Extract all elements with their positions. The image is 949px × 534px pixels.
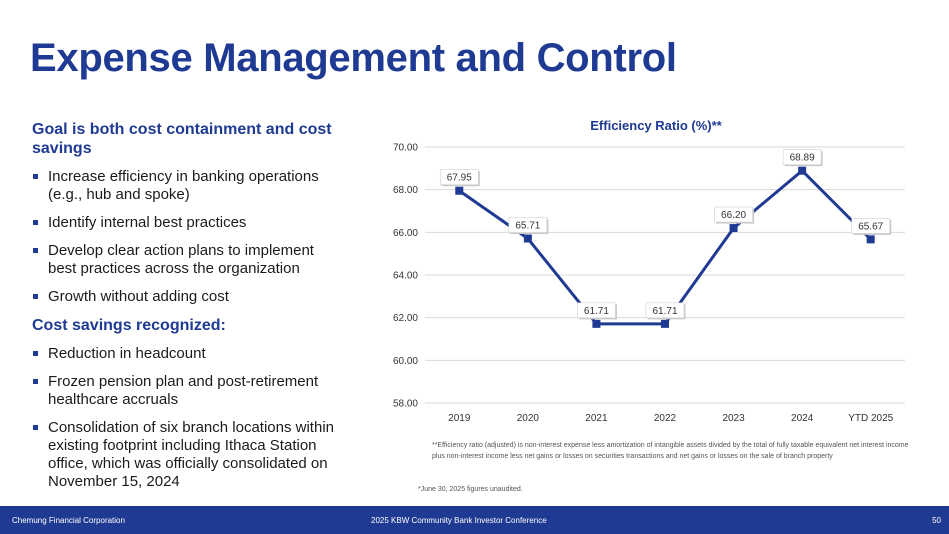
chart-title: Efficiency Ratio (%)** [590, 118, 722, 133]
data-label-box [645, 302, 685, 319]
data-label: 65.67 [858, 221, 883, 232]
savings-bullet-text: Consolidation of six branch locations wi… [48, 419, 334, 490]
bullet-square-icon [33, 174, 38, 179]
page-number: 50 [932, 516, 941, 525]
efficiency-ratio-chart: 58.00 60.00 62.00 64.00 66.00 68.00 70.00 2019 2… [393, 143, 905, 424]
data-point [592, 319, 601, 328]
x-tick-label: 2023 [722, 413, 745, 424]
savings-bullet: Consolidation of six branch locations wi… [32, 419, 342, 491]
data-label: 66.20 [721, 210, 746, 221]
series-line [458, 169, 872, 326]
bullet-square-icon [33, 220, 38, 225]
footer-bar: Chemung Financial Corporation 2025 KBW C… [0, 506, 949, 534]
efficiency-footnote: **Efficiency ratio (adjusted) is non-int… [432, 442, 909, 460]
savings-bullet-text: Frozen pension plan and post-retirement … [48, 373, 319, 408]
y-tick-label: 68.00 [393, 185, 418, 196]
x-tick-label: 2019 [448, 413, 471, 424]
footer-event: 2025 KBW Community Bank Investor Confere… [371, 516, 547, 525]
x-tick-label: YTD 2025 [848, 413, 893, 424]
data-label-box [782, 149, 822, 165]
bullet-square-icon [33, 294, 38, 299]
y-tick-label: 62.00 [393, 313, 418, 324]
savings-bullet-text: Reduction in headcount [48, 345, 206, 362]
data-point [523, 234, 532, 243]
data-label-box [577, 302, 616, 319]
data-point [455, 186, 464, 195]
savings-bullet: Frozen pension plan and post-retirement … [32, 373, 342, 409]
data-label-box [439, 169, 479, 186]
goal-bullet: Increase efficiency in banking operation… [32, 168, 342, 204]
goal-bullet: Identify internal best practices [32, 214, 342, 232]
bullet-square-icon [33, 351, 38, 356]
unaudited-footnote: *June 30, 2025 figures unaudited. [418, 486, 523, 493]
data-label: 65.71 [515, 221, 540, 232]
goal-bullet: Develop clear action plans to implement … [32, 242, 342, 278]
goal-bullet-text: Increase efficiency in banking operation… [48, 168, 319, 203]
data-label-box [508, 217, 548, 233]
y-tick-label: 70.00 [393, 143, 418, 154]
data-label: 67.95 [447, 173, 472, 184]
y-tick-label: 60.00 [393, 356, 418, 367]
goal-bullet-text: Develop clear action plans to implement … [48, 242, 314, 277]
bullet-square-icon [33, 425, 38, 430]
goal-bullet-list: Increase efficiency in banking operation… [32, 168, 342, 306]
goal-bullet-text: Growth without adding cost [48, 288, 229, 305]
x-tick-label: 2021 [585, 413, 608, 424]
goal-bullet: Growth without adding cost [32, 288, 342, 306]
y-tick-label: 58.00 [393, 399, 418, 410]
data-label-box [714, 206, 753, 223]
savings-heading: Cost savings recognized: [32, 317, 226, 334]
bullet-square-icon [33, 248, 38, 253]
data-label: 61.71 [584, 306, 609, 317]
goal-bullet-text: Identify internal best practices [48, 214, 247, 231]
x-tick-label: 2022 [654, 413, 677, 424]
data-label-box [851, 218, 891, 234]
slide-title: Expense Management and Control [30, 36, 677, 80]
data-point [798, 166, 807, 175]
y-tick-label: 66.00 [393, 228, 418, 239]
data-label: 61.71 [652, 306, 677, 317]
data-point [661, 319, 669, 328]
x-tick-label: 2020 [517, 413, 540, 424]
savings-bullet: Reduction in headcount [32, 345, 342, 363]
data-label: 68.89 [790, 153, 815, 164]
data-point [866, 235, 875, 244]
x-tick-label: 2024 [791, 413, 814, 424]
savings-bullet-list: Reduction in headcount Frozen pension pl… [32, 345, 342, 491]
y-tick-label: 64.00 [393, 271, 418, 282]
footer-company: Chemung Financial Corporation [12, 516, 125, 525]
data-point [729, 224, 738, 233]
left-panel: Goal is both cost containment and cost s… [32, 120, 342, 501]
goal-heading: Goal is both cost containment and cost s… [32, 121, 332, 157]
bullet-square-icon [33, 379, 38, 384]
